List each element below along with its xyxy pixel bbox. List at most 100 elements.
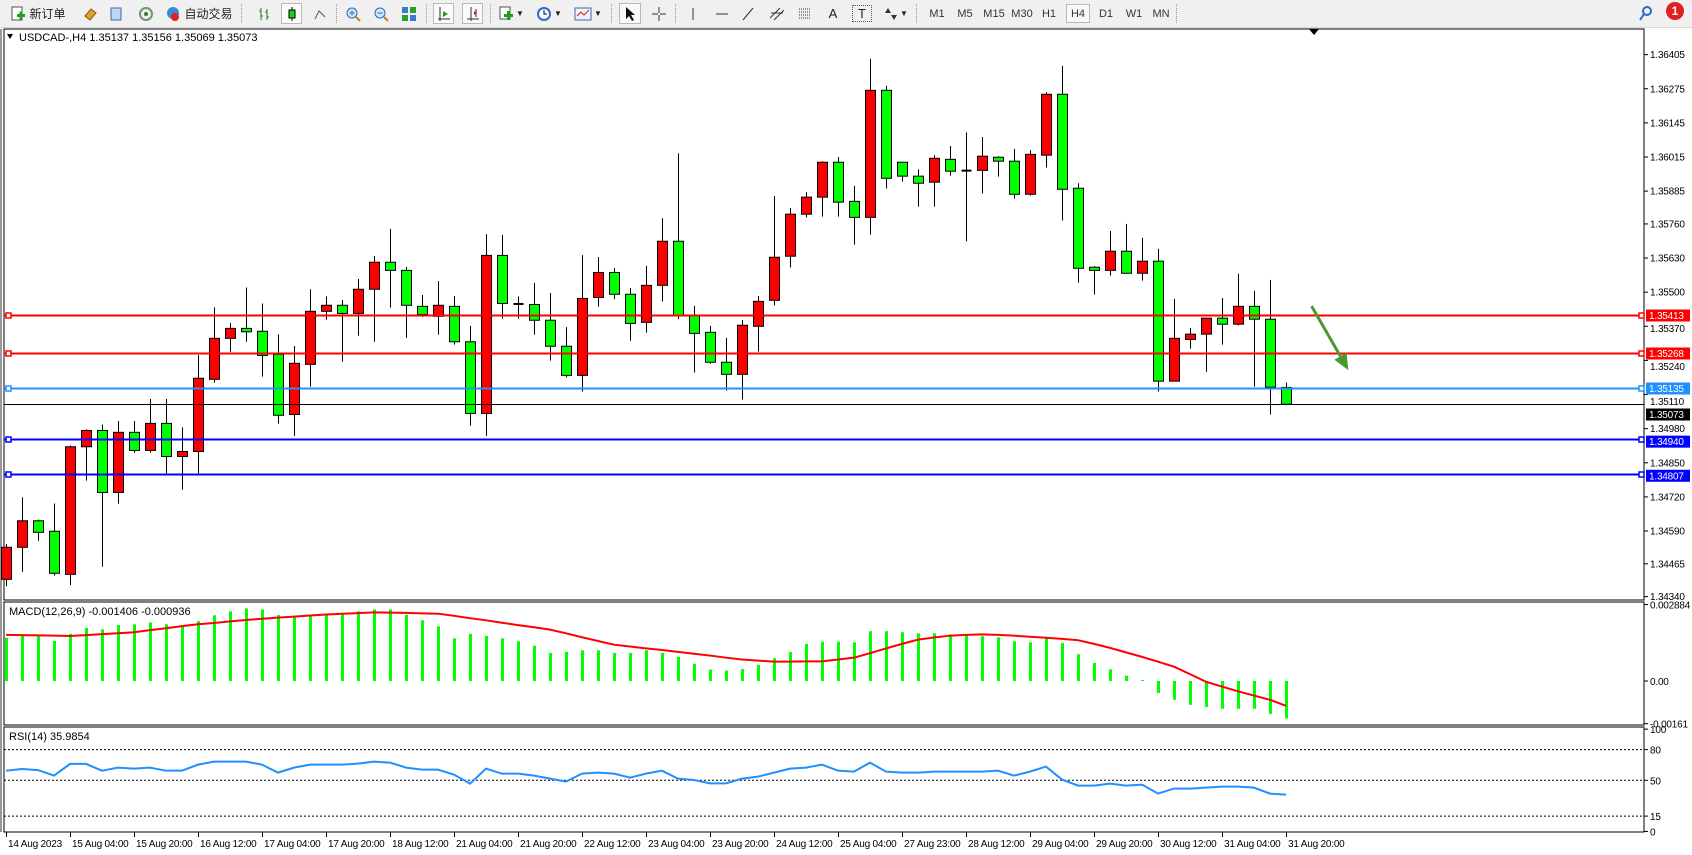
timeframe-w1[interactable]: W1 bbox=[1125, 7, 1143, 20]
price-axis-label: 1.35500 bbox=[1650, 288, 1685, 299]
shift-marker-icon[interactable] bbox=[1309, 29, 1319, 35]
timeframe-h4[interactable]: H4 bbox=[1066, 4, 1090, 23]
bull-candle-body bbox=[977, 155, 988, 171]
bear-candle-body bbox=[1009, 160, 1020, 195]
macd-histogram-bar bbox=[613, 652, 616, 681]
chart-shift-button[interactable] bbox=[433, 3, 454, 24]
candle bbox=[769, 195, 780, 306]
bear-candle-body bbox=[241, 327, 252, 333]
autoscroll-button[interactable] bbox=[462, 3, 483, 24]
candle bbox=[641, 265, 652, 333]
macd-histogram-bar bbox=[1125, 675, 1128, 681]
candle bbox=[1153, 248, 1164, 392]
tile-windows-button[interactable] bbox=[399, 3, 419, 24]
price-axis-label: 1.34850 bbox=[1650, 458, 1685, 469]
macd-histogram-bar bbox=[1013, 641, 1016, 681]
zoom-in-button[interactable] bbox=[343, 3, 363, 24]
line-handle[interactable] bbox=[1638, 385, 1645, 392]
line-handle[interactable] bbox=[5, 436, 12, 443]
bull-candle-body bbox=[145, 422, 156, 451]
rsi-line bbox=[5, 760, 1287, 796]
macd-histogram-bar bbox=[1029, 642, 1032, 681]
auto-trading-button[interactable]: 自动交易 bbox=[163, 3, 235, 24]
new-order-button[interactable]: 新订单 bbox=[6, 3, 70, 24]
bull-candle-body bbox=[1041, 93, 1052, 156]
candlestick-button[interactable] bbox=[281, 3, 302, 24]
bull-candle-body bbox=[657, 240, 668, 286]
notification-badge[interactable]: 1 bbox=[1666, 2, 1684, 20]
crosshair-button[interactable] bbox=[649, 3, 669, 24]
bull-candle-body bbox=[353, 288, 364, 314]
text-tool-button[interactable]: A bbox=[823, 3, 843, 24]
line-handle[interactable] bbox=[1638, 350, 1645, 357]
bear-candle-body bbox=[561, 345, 572, 376]
history-button[interactable] bbox=[106, 3, 126, 24]
candle bbox=[1121, 223, 1132, 274]
candle bbox=[353, 279, 364, 336]
price-tag bbox=[1646, 347, 1690, 360]
macd-histogram-bar bbox=[1093, 662, 1096, 681]
macd-histogram-bar bbox=[357, 611, 360, 681]
periods-button[interactable]: ▼ bbox=[533, 3, 565, 24]
arrows-button[interactable]: ▼ bbox=[880, 3, 912, 24]
candle bbox=[1201, 317, 1212, 372]
signal-button[interactable] bbox=[136, 3, 156, 24]
bear-candle-body bbox=[257, 330, 268, 356]
candle bbox=[1089, 266, 1100, 295]
line-handle[interactable] bbox=[1638, 436, 1645, 443]
bull-candle-body bbox=[1, 546, 12, 580]
price-axis-label: 1.34340 bbox=[1650, 592, 1685, 603]
line-handle[interactable] bbox=[5, 350, 12, 357]
indicators-button[interactable]: ▼ bbox=[495, 3, 527, 24]
timeframe-m15[interactable]: M15 bbox=[983, 7, 1005, 20]
bar-chart-button[interactable] bbox=[254, 3, 274, 24]
search-button[interactable] bbox=[1636, 3, 1654, 24]
macd-histogram-bar bbox=[565, 651, 568, 681]
macd-histogram-bar bbox=[1205, 681, 1208, 707]
timeframe-mn[interactable]: MN bbox=[1152, 7, 1170, 20]
timeframe-m5[interactable]: M5 bbox=[957, 7, 973, 20]
candle bbox=[1249, 290, 1260, 387]
trendline-button[interactable] bbox=[738, 3, 758, 24]
horizontal-line-button[interactable] bbox=[712, 3, 732, 24]
vertical-line-button[interactable] bbox=[683, 3, 703, 24]
line-handle[interactable] bbox=[5, 471, 12, 478]
macd-histogram-bar bbox=[1109, 669, 1112, 681]
crosshair-icon bbox=[652, 6, 666, 21]
macd-histogram-bar bbox=[981, 636, 984, 681]
chart-header: USDCAD-,H4 1.35137 1.35156 1.35069 1.350… bbox=[19, 32, 258, 44]
toolbar: 新订单 自动交易 ▼ ▼ ▼ A T ▼ M1 M5 M15 M30 H1 H4… bbox=[0, 0, 1692, 28]
macd-histogram-bar bbox=[693, 663, 696, 681]
collapse-triangle-icon[interactable] bbox=[7, 34, 13, 39]
timeframe-h1[interactable]: H1 bbox=[1041, 7, 1057, 20]
candle bbox=[1217, 297, 1228, 345]
line-chart-button[interactable] bbox=[310, 3, 330, 24]
line-chart-icon bbox=[314, 9, 326, 19]
line-handle[interactable] bbox=[5, 312, 12, 319]
rsi-pane[interactable] bbox=[3, 726, 1645, 833]
macd-histogram-bar bbox=[341, 613, 344, 681]
indicators-icon bbox=[499, 6, 514, 20]
timeframe-m1[interactable]: M1 bbox=[929, 7, 945, 20]
text-label-button[interactable]: T bbox=[852, 5, 872, 22]
line-handle[interactable] bbox=[1638, 471, 1645, 478]
down-arrow-annotation[interactable] bbox=[1310, 305, 1349, 371]
macd-histogram-bar bbox=[549, 652, 552, 681]
timeframe-d1[interactable]: D1 bbox=[1098, 7, 1114, 20]
fibonacci-button[interactable] bbox=[795, 3, 815, 24]
time-axis-label: 23 Aug 20:00 bbox=[712, 839, 769, 850]
candle bbox=[465, 326, 476, 426]
line-handle[interactable] bbox=[1638, 312, 1645, 319]
bull-candle-body bbox=[209, 337, 220, 380]
cursor-button[interactable] bbox=[619, 3, 641, 24]
line-handle[interactable] bbox=[5, 385, 12, 392]
templates-button[interactable]: ▼ bbox=[572, 3, 604, 24]
gold-button[interactable] bbox=[80, 3, 100, 24]
equidistant-channel-button[interactable] bbox=[767, 3, 787, 24]
timeframe-m30[interactable]: M30 bbox=[1011, 7, 1033, 20]
time-axis-label: 23 Aug 04:00 bbox=[648, 839, 705, 850]
bull-candle-body bbox=[369, 261, 380, 290]
price-axis-label: 1.35760 bbox=[1650, 219, 1685, 230]
zoom-out-button[interactable] bbox=[371, 3, 391, 24]
